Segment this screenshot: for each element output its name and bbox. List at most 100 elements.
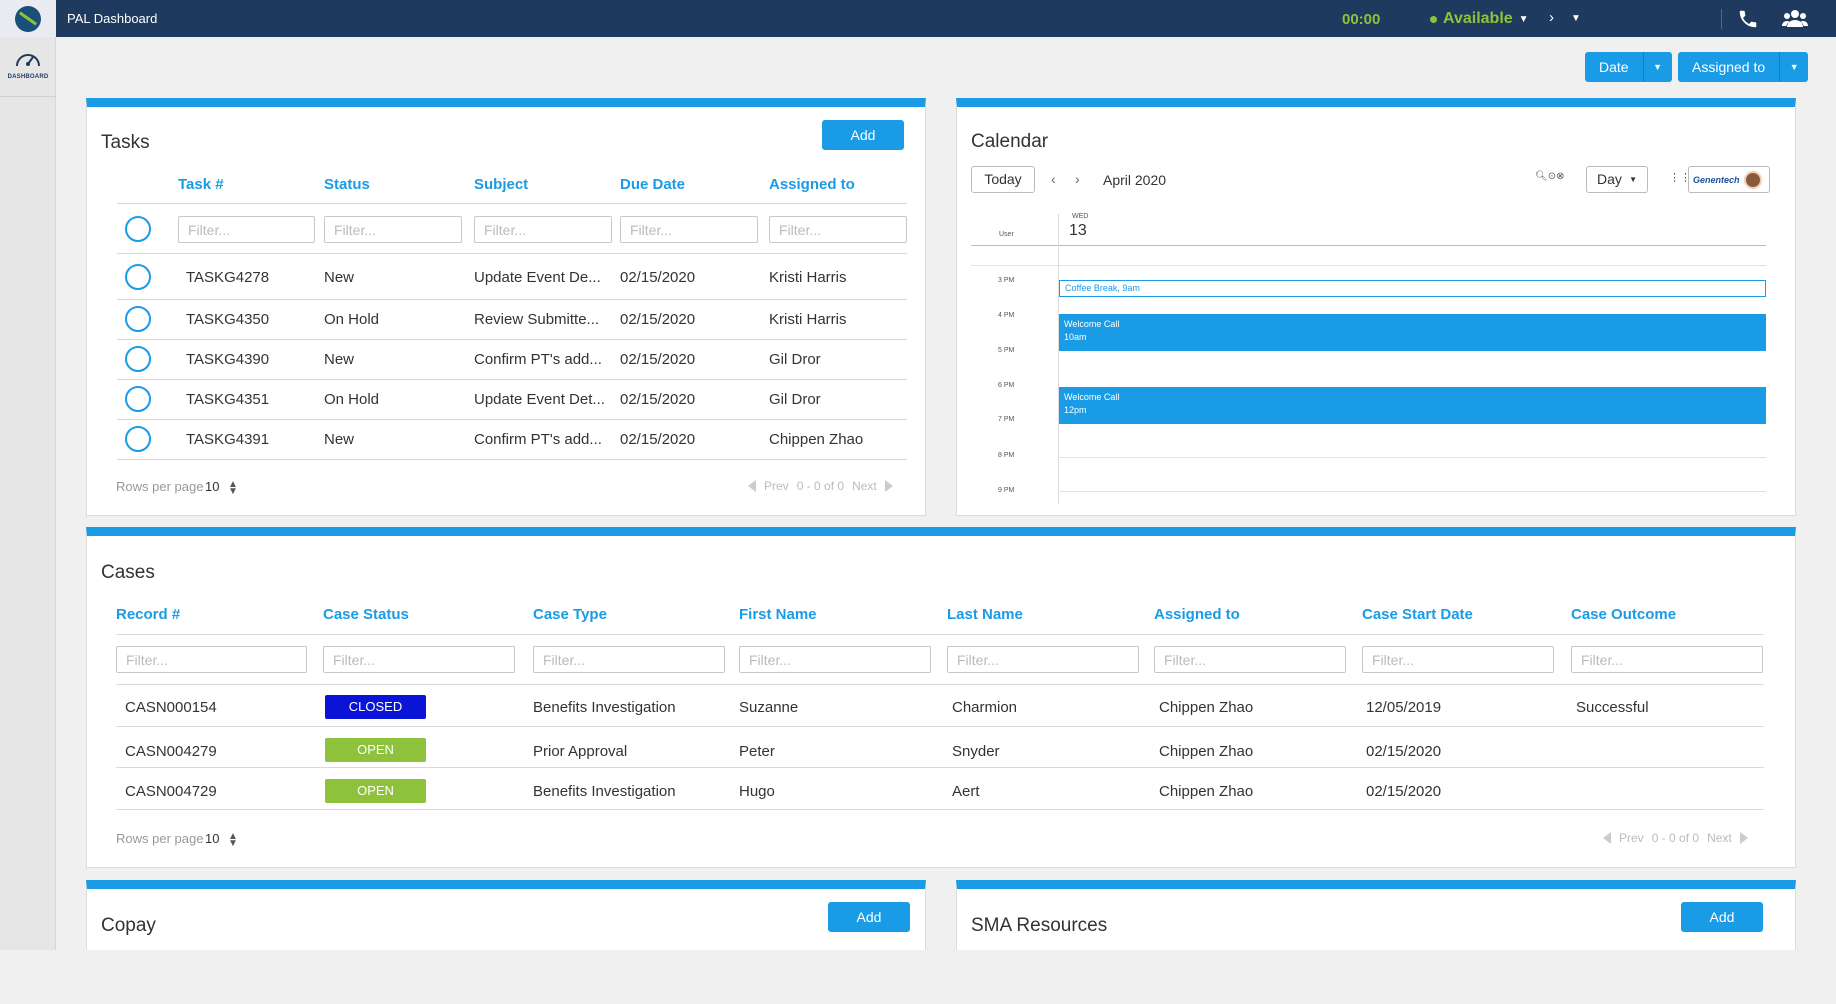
col-last-name[interactable]: Last Name [947,606,1023,623]
col-case-type[interactable]: Case Type [533,606,607,623]
row-select-radio[interactable] [125,426,151,452]
task-id[interactable]: TASKG4390 [186,351,270,368]
filter-subject[interactable] [474,216,612,243]
filter-record-number[interactable] [116,646,307,673]
hour-label: 9 PM [998,487,1015,494]
row-select-radio[interactable] [125,386,151,412]
col-status[interactable]: Status [324,176,370,193]
filter-case-outcome[interactable] [1571,646,1763,673]
caret-down-icon: ▼ [1518,13,1529,25]
filter-first-name[interactable] [739,646,931,673]
task-due: 02/15/2020 [620,269,696,286]
col-case-start-date[interactable]: Case Start Date [1362,606,1473,623]
task-assigned: Kristi Harris [769,311,847,328]
availability-dropdown[interactable]: Available ▼ [1430,10,1529,28]
nav-label-dashboard: DASHBOARD [7,74,49,80]
chevron-right-icon[interactable]: › [1075,171,1080,187]
prev-icon[interactable] [1603,832,1611,844]
col-task-number[interactable]: Task # [178,176,224,193]
copay-panel [86,880,926,950]
page-range: 0 - 0 of 0 [1651,831,1700,845]
prev-label[interactable]: Prev [1619,831,1644,845]
divider [1058,457,1766,458]
col-record-number[interactable]: Record # [116,606,181,623]
filter-assigned-to[interactable] [1154,646,1346,673]
team-icon[interactable] [1782,8,1808,30]
date-filter-button[interactable]: Date ▼ [1585,52,1672,82]
divider [116,684,1764,685]
task-id[interactable]: TASKG4278 [186,269,270,286]
zoom-icon[interactable]: 🔍︎⊙⊗ [1535,171,1565,182]
col-assigned-to[interactable]: Assigned to [1154,606,1240,623]
add-copay-button[interactable]: Add [828,902,910,932]
add-sma-resource-button[interactable]: Add [1681,902,1763,932]
filter-task-number[interactable] [178,216,315,243]
case-last-name: Snyder [952,743,1000,760]
task-id[interactable]: TASKG4391 [186,431,270,448]
sort-icon[interactable]: ▲ ▼ [228,479,238,497]
col-case-outcome[interactable]: Case Outcome [1571,606,1677,623]
col-due-date[interactable]: Due Date [620,176,686,193]
nav-item-dashboard[interactable]: DASHBOARD [0,49,56,97]
filter-case-type[interactable] [533,646,725,673]
caret-down-icon[interactable]: ▼ [1571,13,1581,24]
col-assigned-to[interactable]: Assigned to [769,176,855,193]
col-case-status[interactable]: Case Status [323,606,409,623]
task-id[interactable]: TASKG4350 [186,311,270,328]
phone-icon[interactable] [1737,8,1759,30]
date-filter-label: Date [1599,59,1629,75]
calendar-event[interactable]: Coffee Break, 9am [1059,280,1766,297]
app-title: PAL Dashboard [67,11,158,26]
next-icon[interactable] [1739,832,1748,844]
caret-down-icon[interactable]: ▼ [1789,62,1799,72]
filter-assigned-to[interactable] [769,216,907,243]
prev-label[interactable]: Prev [764,479,789,493]
filter-due-date[interactable] [620,216,758,243]
filter-case-status[interactable] [323,646,515,673]
sort-icon[interactable]: ▲ ▼ [228,831,238,849]
prev-icon[interactable] [748,480,756,492]
col-first-name[interactable]: First Name [739,606,817,623]
row-select-radio[interactable] [125,306,151,332]
case-record[interactable]: CASN000154 [125,699,217,716]
task-id[interactable]: TASKG4351 [186,391,270,408]
filter-status[interactable] [324,216,462,243]
caret-down-icon[interactable]: ▼ [1653,62,1663,72]
today-button[interactable]: Today [971,166,1035,193]
divider [1058,214,1059,504]
app-logo[interactable] [0,0,56,37]
case-record[interactable]: CASN004279 [125,743,217,760]
row-select-radio[interactable] [125,264,151,290]
add-task-button[interactable]: Add [822,120,904,150]
status-badge: CLOSED [325,695,426,719]
case-outcome: Successful [1576,699,1649,716]
next-icon[interactable] [884,480,893,492]
col-subject[interactable]: Subject [474,176,529,193]
task-assigned: Chippen Zhao [769,431,864,448]
brand-selector[interactable]: Genentech [1688,166,1770,193]
rows-per-page-select[interactable]: 10 [205,831,220,846]
task-status: New [324,351,355,368]
filter-last-name[interactable] [947,646,1139,673]
next-label[interactable]: Next [1707,831,1732,845]
rows-per-page-select[interactable]: 10 [205,479,220,494]
calendar-event[interactable]: Welcome Call 10am [1059,314,1766,351]
view-select[interactable]: Day ▼ [1586,166,1648,193]
divider [1642,52,1644,82]
next-label[interactable]: Next [852,479,877,493]
divider [116,767,1764,768]
assigned-filter-label: Assigned to [1692,59,1766,75]
chevron-left-icon[interactable]: ‹ [1051,171,1056,187]
select-all-radio[interactable] [125,216,151,242]
hour-label: 7 PM [998,416,1015,423]
case-record[interactable]: CASN004729 [125,783,217,800]
calendar-title: Calendar [971,131,1049,152]
chevron-right-icon[interactable]: › [1549,9,1554,26]
row-select-radio[interactable] [125,346,151,372]
event-time: 12pm [1064,405,1087,415]
calendar-event[interactable]: Welcome Call 12pm [1059,387,1766,424]
assigned-filter-button[interactable]: Assigned to ▼ [1678,52,1809,82]
filter-case-start-date[interactable] [1362,646,1554,673]
divider [117,459,907,460]
divider [117,203,907,204]
